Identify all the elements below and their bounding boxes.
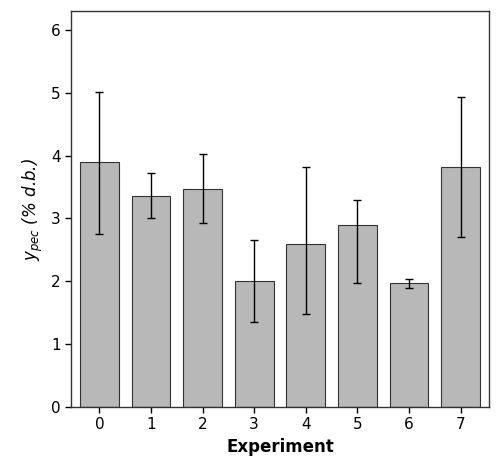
Bar bbox=[80, 162, 119, 407]
Bar bbox=[132, 197, 170, 407]
Bar bbox=[183, 189, 222, 407]
Bar bbox=[441, 167, 480, 407]
Bar bbox=[286, 244, 325, 407]
Bar bbox=[390, 283, 428, 407]
Bar bbox=[338, 225, 376, 407]
Bar bbox=[235, 281, 274, 407]
Y-axis label: $y_{pec}$ (% d.b.): $y_{pec}$ (% d.b.) bbox=[21, 157, 46, 261]
X-axis label: Experiment: Experiment bbox=[226, 438, 334, 456]
